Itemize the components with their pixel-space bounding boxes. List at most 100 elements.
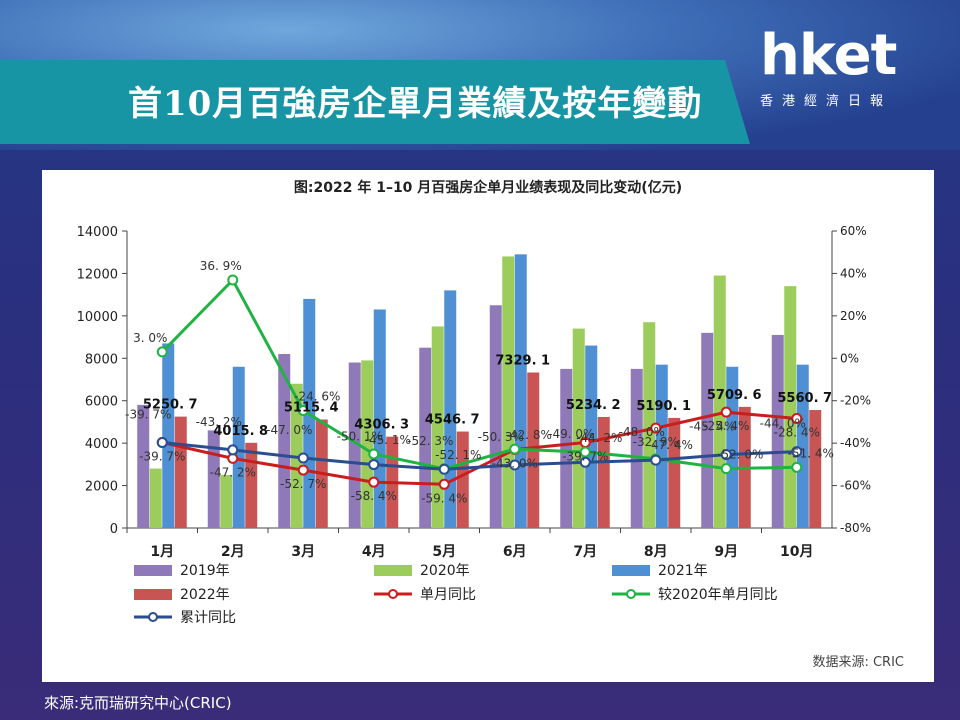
line-data-label: -58. 4%	[351, 489, 397, 503]
x-tick-label: 6月	[503, 544, 527, 560]
logo-subtitle: 香港經濟日報	[760, 94, 893, 109]
line-data-label: -39. 7%	[139, 450, 185, 464]
x-tick-label: 4月	[362, 544, 386, 560]
line-data-label: -45. 1%	[365, 433, 411, 447]
bar-2019年	[489, 305, 502, 528]
bar-2022-data-label: 7329. 1	[495, 354, 550, 369]
line-data-label: -39. 7%	[125, 408, 171, 422]
x-tick-label: 5月	[432, 544, 456, 560]
chart-title: 图:2022 年 1–10 月百强房企单月业绩表现及同比变动(亿元)	[294, 179, 682, 196]
point-较2020年单月同比	[720, 463, 732, 475]
line-data-label: -47. 2%	[210, 465, 256, 479]
point-累计同比	[579, 456, 591, 468]
point-累计同比	[720, 449, 732, 461]
chart-source-note: 数据来源: CRIC	[812, 655, 904, 670]
point-累计同比	[368, 459, 380, 471]
bar-2021年	[373, 309, 386, 528]
line-data-label: -52. 7%	[280, 477, 326, 491]
line-data-label: -45. 4%	[689, 420, 735, 434]
line-data-label: -51. 4%	[788, 446, 834, 460]
point-累计同比	[509, 459, 521, 471]
bar-2021年	[726, 366, 739, 528]
point-较2020年单月同比	[227, 274, 239, 286]
bar-2022-data-label: 4306. 3	[354, 418, 409, 433]
legend-marker	[626, 589, 636, 599]
x-tick-label: 8月	[644, 544, 668, 560]
legend-label: 2022年	[180, 587, 230, 603]
point-较2020年单月同比	[297, 404, 309, 416]
line-data-label: -24. 6%	[294, 389, 340, 403]
bar-2022-data-label: 4546. 7	[425, 413, 480, 428]
bar-2019年	[348, 362, 361, 528]
legend-label: 2020年	[420, 563, 470, 579]
bar-2022-data-label: 4015. 8	[213, 424, 268, 439]
left-tick-label: 2000	[85, 480, 118, 495]
bar-2019年	[137, 404, 150, 528]
combo-chart: 图:2022 年 1–10 月百强房企单月业绩表现及同比变动(亿元) 0 2000 4…	[77, 179, 904, 670]
left-tick-label: 12000	[77, 267, 118, 282]
bar-2019年	[560, 368, 573, 528]
line-data-label: -39. 7%	[562, 450, 608, 464]
line-data-label: 36. 9%	[200, 259, 242, 273]
bar-2019年	[771, 334, 784, 528]
bar-2022年	[809, 410, 822, 528]
bar-2022年	[668, 417, 681, 528]
x-tick-label: 1月	[150, 544, 174, 560]
legend-label: 2019年	[180, 563, 230, 579]
bar-2019年	[701, 332, 714, 528]
legend-label: 2021年	[658, 563, 708, 579]
left-tick-label: 0	[110, 522, 118, 537]
point-累计同比	[227, 444, 239, 456]
line-累计同比	[162, 441, 797, 471]
x-tick-label: 3月	[291, 544, 315, 560]
bar-2020年	[431, 326, 444, 528]
bar-2022-data-label: 5560. 7	[777, 391, 832, 406]
bar-2022-data-label: 5709. 6	[707, 388, 762, 403]
line-data-label: -32. 9%	[633, 435, 679, 449]
line-data-label: -48. 0%	[619, 425, 665, 439]
point-单月同比	[297, 464, 309, 476]
right-tick-label: 20%	[840, 309, 867, 323]
bar-2022-data-label: 5234. 2	[566, 398, 621, 413]
line-data-label: -43. 2%	[196, 415, 242, 429]
x-tick-label: 2月	[221, 544, 245, 560]
point-累计同比	[791, 446, 803, 458]
bar-2020年	[149, 468, 162, 528]
point-单月同比	[438, 478, 450, 490]
point-单月同比	[368, 476, 380, 488]
point-累计同比	[156, 437, 168, 449]
legend-marker	[148, 612, 158, 622]
line-data-label: -28. 4%	[774, 426, 820, 440]
line-data-label: 3. 0%	[133, 331, 167, 345]
bar-2022-data-label: 5250. 7	[143, 398, 198, 413]
bar-2021年	[796, 364, 809, 528]
bar-2020年	[572, 328, 585, 528]
bar-2020年	[502, 256, 515, 528]
legend-marker	[388, 589, 398, 599]
point-单月同比	[791, 413, 803, 425]
right-tick-label: -80%	[840, 521, 871, 535]
right-tick-label: 0%	[840, 351, 859, 365]
point-较2020年单月同比	[509, 443, 521, 455]
line-data-label: -42. 8%	[506, 428, 552, 442]
line-data-label: -43. 0%	[492, 457, 538, 471]
point-单月同比	[650, 422, 662, 434]
line-data-label: -50. 1%	[337, 430, 383, 444]
x-tick-label: 9月	[714, 544, 738, 560]
legend-label: 单月同比	[420, 587, 476, 603]
point-较2020年单月同比	[791, 461, 803, 473]
right-tick-label: 40%	[840, 266, 867, 280]
bar-2022-data-label: 5115. 4	[284, 400, 339, 415]
point-较2020年单月同比	[579, 446, 591, 458]
chart-panel: 图:2022 年 1–10 月百强房企单月业绩表现及同比变动(亿元) 0 2000 4…	[42, 170, 934, 682]
left-tick-label: 8000	[85, 352, 118, 367]
legend-swatch	[134, 565, 172, 576]
right-tick-label: 60%	[840, 224, 867, 238]
line-较2020年单月同比	[161, 277, 797, 471]
legend-swatch	[612, 565, 650, 576]
line-data-label: -44. 0%	[760, 417, 806, 431]
bar-2021年	[585, 345, 598, 528]
brand-logo: hket 香港經濟日報	[760, 26, 897, 110]
line-data-label: -44. 2%	[576, 431, 622, 445]
right-tick-label: -20%	[840, 394, 871, 408]
